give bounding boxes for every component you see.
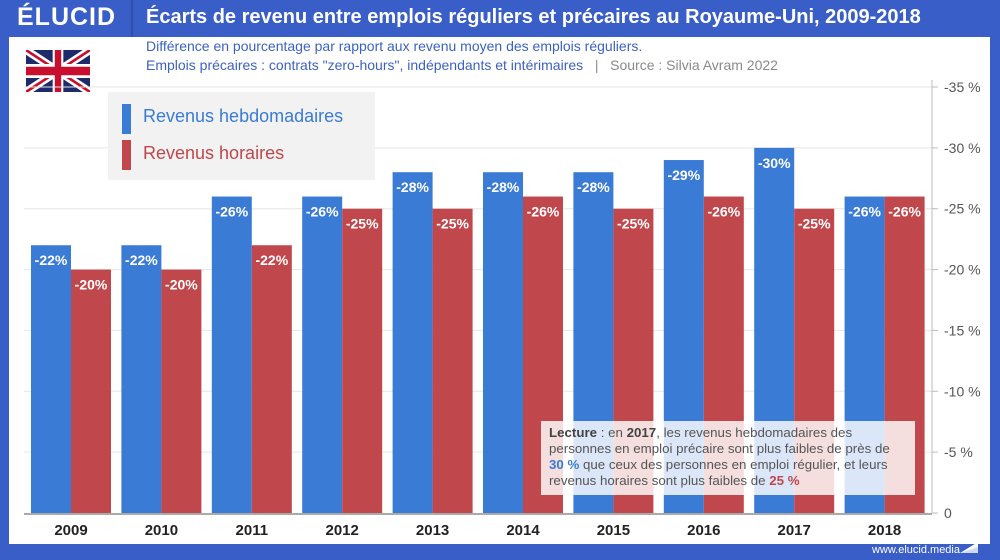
x-tick-label: 2012 <box>326 522 359 539</box>
subtitle-line-1: Différence en pourcentage par rapport au… <box>146 38 643 54</box>
legend-swatch-hourly <box>122 140 131 170</box>
bar-weekly <box>121 245 162 513</box>
data-label: -26% <box>848 204 881 220</box>
source-text: Source : Silvia Avram 2022 <box>610 57 778 73</box>
bar-weekly <box>483 172 523 513</box>
x-tick-label: 2009 <box>54 522 87 539</box>
data-label: -28% <box>396 179 429 195</box>
bar-hourly <box>432 208 473 513</box>
data-label: -20% <box>165 277 198 293</box>
x-tick-label: 2014 <box>506 522 540 539</box>
data-label: -22% <box>35 252 68 268</box>
y-tick-label: -25 % <box>944 201 981 217</box>
bar-weekly <box>392 172 433 513</box>
legend: Revenus hebdomadaires Revenus horaires <box>108 92 375 180</box>
data-label: -25% <box>617 216 650 232</box>
data-label: -28% <box>487 179 520 195</box>
bar-hourly <box>71 269 111 513</box>
y-tick-label: -35 % <box>944 79 981 95</box>
x-tick-label: 2010 <box>145 522 178 539</box>
data-label: -28% <box>577 179 610 195</box>
data-label: -26% <box>527 204 560 220</box>
data-label: -26% <box>888 204 921 220</box>
bar-weekly <box>31 245 71 513</box>
united-kingdom-flag-icon <box>26 50 90 92</box>
data-label: -26% <box>215 204 248 220</box>
x-tick-label: 2017 <box>778 522 811 539</box>
bar-hourly <box>161 269 202 513</box>
y-tick-label: -20 % <box>944 262 981 278</box>
x-tick-label: 2013 <box>416 522 449 539</box>
subtitle-line-2: Emplois précaires : contrats "zero-hours… <box>146 57 778 73</box>
y-tick-label: -10 % <box>944 383 981 399</box>
data-label: -26% <box>306 204 339 220</box>
y-tick-label: -30 % <box>944 140 981 156</box>
data-label: -29% <box>667 167 700 183</box>
data-label: -22% <box>125 252 158 268</box>
elucid-flag-icon <box>960 542 978 553</box>
footer-url[interactable]: www.elucid.media <box>871 544 960 556</box>
data-label: -25% <box>436 216 469 232</box>
y-tick-label: 0 <box>944 505 952 521</box>
header-bar: ÉLUCID Écarts de revenu entre emplois ré… <box>0 0 1000 37</box>
bar-hourly <box>251 245 292 513</box>
legend-label-hourly: Revenus horaires <box>143 143 285 163</box>
data-label: -22% <box>255 252 288 268</box>
x-tick-label: 2015 <box>597 522 630 539</box>
y-tick-label: -15 % <box>944 322 981 338</box>
legend-label-weekly: Revenus hebdomadaires <box>143 106 344 126</box>
header-divider <box>131 0 133 37</box>
chart-title: Écarts de revenu entre emplois réguliers… <box>146 6 921 28</box>
data-label: -20% <box>75 277 108 293</box>
subtitle-separator: | <box>594 57 599 73</box>
legend-swatch-weekly <box>122 104 131 134</box>
data-label: -25% <box>346 216 379 232</box>
bar-weekly <box>302 196 343 514</box>
x-tick-label: 2016 <box>687 522 720 539</box>
x-tick-label: 2011 <box>236 522 269 539</box>
data-label: -26% <box>707 204 740 220</box>
reading-note: Lecture : en 2017, les revenus hebdomada… <box>541 421 915 495</box>
bar-weekly <box>211 196 252 514</box>
data-label: -25% <box>798 216 831 232</box>
x-tick-label: 2018 <box>868 522 901 539</box>
y-tick-label: -5 % <box>944 444 973 460</box>
subtitle-definition: Emplois précaires : contrats "zero-hours… <box>146 57 584 73</box>
elucid-logo: ÉLUCID <box>17 3 117 31</box>
bar-hourly <box>342 208 383 513</box>
data-label: -30% <box>758 155 791 171</box>
